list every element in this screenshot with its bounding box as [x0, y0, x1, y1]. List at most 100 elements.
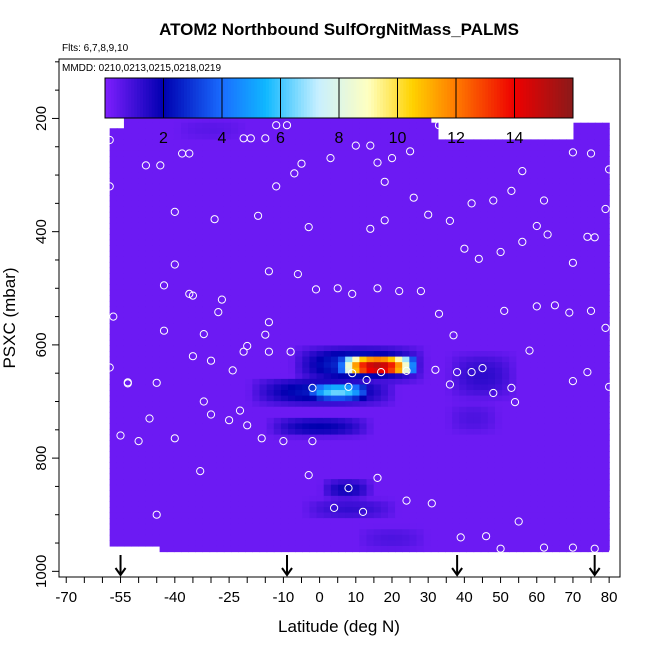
heatmap-cell: [559, 451, 567, 458]
heatmap-cell: [373, 356, 382, 363]
heatmap-cell: [159, 484, 168, 491]
heatmap-cell: [380, 261, 389, 269]
heatmap-cell: [480, 345, 489, 352]
heatmap-cell: [166, 217, 175, 224]
heatmap-cell: [430, 284, 439, 291]
heatmap-cell: [416, 178, 425, 185]
heatmap-cell: [380, 122, 389, 129]
heatmap-cell: [409, 362, 418, 369]
heatmap-cell: [423, 412, 432, 419]
heatmap-cell: [181, 156, 189, 163]
heatmap-cell: [559, 267, 567, 274]
heatmap-cell: [380, 133, 389, 140]
heatmap-cell: [473, 239, 482, 246]
heatmap-cell: [416, 423, 425, 430]
heatmap-cell: [416, 217, 425, 224]
heatmap-cell: [280, 401, 289, 408]
heatmap-cell: [373, 117, 382, 124]
heatmap-cell: [402, 484, 410, 491]
heatmap-cell: [266, 351, 275, 358]
heatmap-cell: [330, 256, 339, 263]
heatmap-cell: [502, 412, 510, 419]
heatmap-cell: [459, 167, 468, 174]
heatmap-cell: [559, 378, 567, 386]
heatmap-cell: [395, 445, 403, 452]
heatmap-cell: [552, 434, 560, 441]
heatmap-cell: [330, 445, 339, 452]
heatmap-cell: [309, 512, 318, 519]
heatmap-cell: [502, 367, 510, 374]
heatmap-cell: [366, 367, 375, 374]
heatmap-cell: [166, 178, 175, 185]
heatmap-cell: [487, 167, 496, 174]
heatmap-cell: [152, 501, 161, 508]
heatmap-cell: [430, 445, 439, 452]
heatmap-cell: [230, 172, 239, 179]
heatmap-cell: [288, 445, 296, 452]
heatmap-cell: [273, 139, 282, 146]
heatmap-cell: [302, 161, 311, 168]
heatmap-cell: [559, 534, 567, 541]
heatmap-cell: [473, 234, 482, 241]
heatmap-cell: [387, 117, 396, 124]
heatmap-cell: [366, 339, 375, 347]
heatmap-cell: [159, 529, 168, 536]
heatmap-cell: [523, 172, 532, 179]
heatmap-cell: [238, 200, 246, 207]
heatmap-cell: [309, 417, 318, 425]
heatmap-cell: [502, 289, 510, 296]
heatmap-cell: [544, 200, 553, 207]
heatmap-cell: [223, 117, 232, 124]
heatmap-cell: [366, 328, 375, 335]
heatmap-cell: [245, 178, 253, 185]
heatmap-cell: [173, 167, 182, 174]
heatmap-cell: [552, 506, 560, 514]
heatmap-cell: [145, 429, 154, 436]
heatmap-cell: [473, 250, 482, 257]
heatmap-cell: [245, 467, 253, 475]
heatmap-cell: [209, 345, 218, 352]
heatmap-cell: [209, 312, 218, 319]
heatmap-cell: [373, 278, 382, 285]
heatmap-cell: [395, 351, 403, 358]
heatmap-cell: [487, 451, 496, 458]
heatmap-cell: [352, 345, 361, 352]
heatmap-cell: [166, 440, 175, 447]
heatmap-cell: [273, 401, 282, 408]
heatmap-cell: [138, 217, 146, 224]
heatmap-cell: [181, 161, 189, 168]
heatmap-cell: [138, 234, 146, 241]
heatmap-cell: [131, 117, 139, 124]
heatmap-cell: [466, 406, 475, 413]
heatmap-cell: [530, 479, 539, 486]
heatmap-cell: [223, 412, 232, 419]
heatmap-cell: [437, 429, 446, 436]
heatmap-cell: [316, 523, 325, 530]
heatmap-cell: [459, 256, 468, 263]
heatmap-cell: [437, 378, 446, 386]
heatmap-cell: [509, 183, 517, 191]
heatmap-cell: [302, 401, 311, 408]
heatmap-cell: [288, 373, 296, 380]
heatmap-cell: [516, 406, 525, 413]
heatmap-cell: [238, 178, 246, 185]
heatmap-cell: [359, 345, 368, 352]
heatmap-cell: [423, 267, 432, 274]
heatmap-cell: [480, 373, 489, 380]
heatmap-cell: [238, 339, 246, 347]
heatmap-cell: [216, 217, 225, 224]
heatmap-cell: [509, 306, 517, 313]
heatmap-cell: [552, 473, 560, 480]
heatmap-cell: [181, 467, 189, 475]
heatmap-cell: [273, 434, 282, 441]
heatmap-cell: [395, 512, 403, 519]
heatmap-cell: [302, 167, 311, 174]
heatmap-cell: [273, 312, 282, 319]
heatmap-cell: [188, 417, 196, 425]
heatmap-cell: [166, 167, 175, 174]
heatmap-cell: [373, 150, 382, 157]
heatmap-cell: [523, 278, 532, 285]
heatmap-cell: [373, 545, 382, 553]
heatmap-cell: [181, 345, 189, 352]
heatmap-cell: [288, 423, 296, 430]
